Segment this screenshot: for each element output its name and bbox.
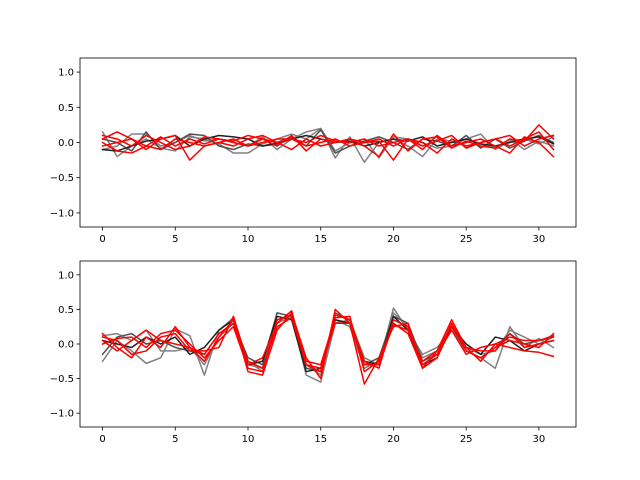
y-tick-label: 0.5 <box>58 103 74 114</box>
x-tick-label: 10 <box>242 434 255 445</box>
x-tick-label: 5 <box>172 434 178 445</box>
y-tick-label: −1.0 <box>50 208 74 219</box>
x-tick-label: 25 <box>460 234 473 245</box>
series-line-8 <box>101 316 555 369</box>
x-tick-label: 15 <box>314 234 327 245</box>
series-group <box>101 307 555 385</box>
x-tick-label: 30 <box>533 434 546 445</box>
y-tick-label: 0.5 <box>58 305 74 316</box>
y-tick-label: 1.0 <box>58 270 74 281</box>
y-axis: −1.0 −0.5 0.0 0.5 1.0 <box>50 68 80 219</box>
y-tick-label: 0.0 <box>58 138 74 149</box>
subplots: 0 5 10 15 20 25 30 −1.0 −0.5 0.0 0.5 1.0 0 5 10 15 20 25 3… <box>50 57 577 445</box>
y-tick-label: −0.5 <box>50 374 74 385</box>
y-tick-label: 0.0 <box>58 340 74 351</box>
subplot-1: 0 5 10 15 20 25 30 −1.0 −0.5 0.0 0.5 1.0 <box>50 57 577 245</box>
x-tick-label: 20 <box>387 434 400 445</box>
x-tick-label: 15 <box>314 434 327 445</box>
x-tick-label: 25 <box>460 434 473 445</box>
x-tick-label: 30 <box>533 234 546 245</box>
x-tick-label: 0 <box>99 434 105 445</box>
x-tick-label: 5 <box>172 234 178 245</box>
series-line-8 <box>101 134 555 151</box>
series-line-6 <box>101 134 555 158</box>
x-tick-label: 10 <box>242 234 255 245</box>
x-axis: 0 5 10 15 20 25 30 <box>99 227 545 245</box>
x-tick-label: 0 <box>99 234 105 245</box>
subplot-2: 0 5 10 15 20 25 30 −1.0 −0.5 0.0 0.5 1.0 <box>50 260 577 445</box>
x-tick-label: 20 <box>387 234 400 245</box>
y-axis: −1.0 −0.5 0.0 0.5 1.0 <box>50 270 80 420</box>
y-tick-label: −1.0 <box>50 409 74 420</box>
x-axis: 0 5 10 15 20 25 30 <box>99 427 545 445</box>
series-group <box>101 124 555 163</box>
y-tick-label: −0.5 <box>50 173 74 184</box>
y-tick-label: 1.0 <box>58 68 74 79</box>
series-line-7 <box>101 314 555 373</box>
